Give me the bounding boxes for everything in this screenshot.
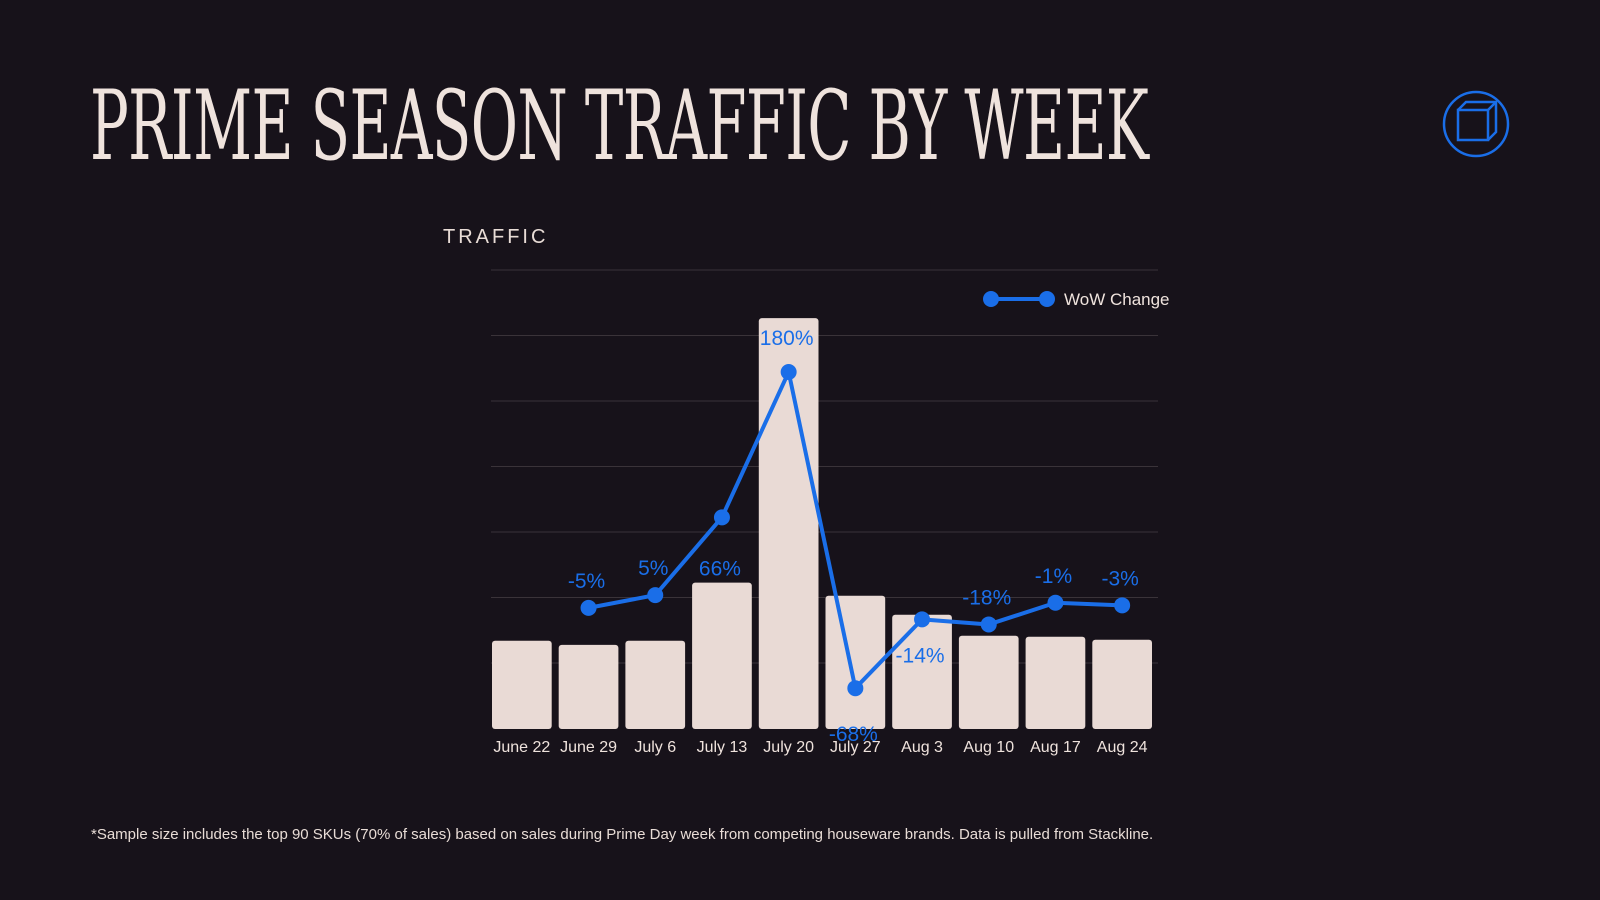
cube-outline-icon: [1442, 90, 1510, 158]
bar: [625, 640, 686, 729]
x-tick-label: June 29: [560, 739, 617, 756]
bar: [492, 640, 552, 729]
data-label: -14%: [896, 644, 945, 667]
data-label: 66%: [699, 557, 741, 580]
bar: [692, 582, 752, 729]
bar: [825, 595, 886, 729]
x-tick-label: Aug 10: [963, 739, 1014, 756]
line-point: [914, 611, 931, 628]
bar: [758, 318, 819, 729]
data-label: 180%: [760, 327, 814, 350]
bar: [1092, 639, 1152, 729]
data-label: -3%: [1101, 567, 1138, 590]
x-tick-label: July 6: [634, 739, 676, 756]
x-tick-label: Aug 17: [1030, 739, 1081, 756]
x-tick-label: July 20: [763, 739, 814, 756]
bar: [558, 644, 619, 729]
line-point: [1114, 597, 1131, 614]
data-label: -18%: [962, 586, 1011, 609]
y-axis-label: TRAFFIC: [443, 226, 549, 248]
line-point: [647, 587, 664, 604]
line-point: [580, 599, 597, 616]
line-point: [1047, 594, 1064, 611]
bar: [1025, 636, 1086, 729]
legend-marker: [1039, 291, 1055, 307]
line-point: [780, 364, 797, 380]
data-label: 5%: [638, 557, 668, 580]
legend-marker: [983, 291, 999, 307]
x-tick-label: Aug 24: [1097, 739, 1148, 756]
page-title: PRIME SEASON TRAFFIC BY WEEK: [90, 70, 1149, 182]
x-tick-label: Aug 3: [901, 739, 943, 756]
bar: [958, 635, 1019, 729]
data-label: -1%: [1035, 565, 1072, 588]
line-point: [713, 509, 730, 526]
footnote: *Sample size includes the top 90 SKUs (7…: [91, 826, 1154, 843]
bar: [892, 614, 952, 729]
data-label: -68%: [829, 723, 878, 746]
x-tick-label: July 27: [830, 739, 881, 756]
x-tick-label: June 22: [493, 739, 550, 756]
line-point: [847, 680, 864, 697]
data-label: -5%: [568, 570, 605, 593]
x-tick-label: July 13: [697, 739, 748, 756]
legend-label: WoW Change: [1064, 290, 1170, 309]
line-point: [980, 616, 997, 633]
